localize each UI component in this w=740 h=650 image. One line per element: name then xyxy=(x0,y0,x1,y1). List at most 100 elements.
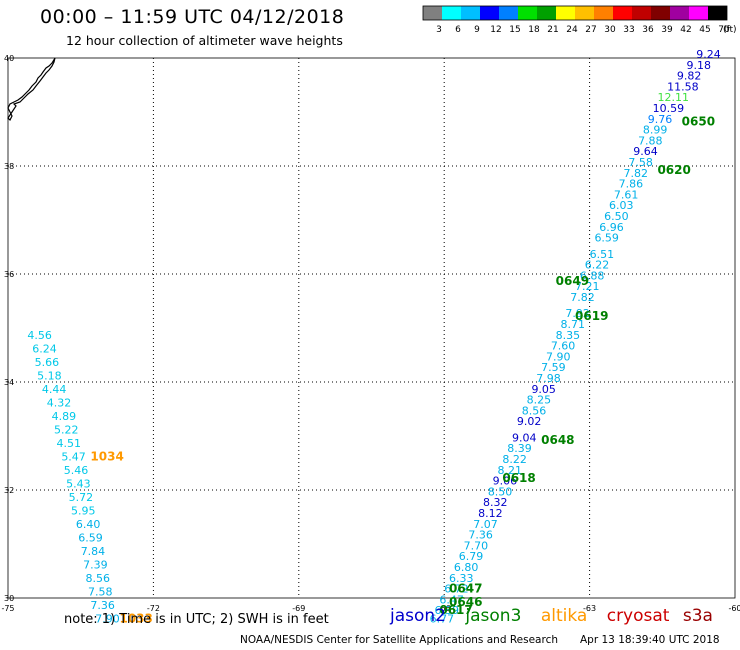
pass-time-label: 1034 xyxy=(90,449,123,463)
colorbar-swatch xyxy=(689,6,708,20)
colorbar-label: 24 xyxy=(566,25,578,35)
wave-height-label: 6.22 xyxy=(585,259,610,272)
coastline-shape xyxy=(7,57,56,122)
wave-height-label: 10.59 xyxy=(653,102,685,115)
colorbar-label: 70 xyxy=(718,25,730,35)
wave-height-label: 9.02 xyxy=(517,415,542,428)
wave-height-label: 7.59 xyxy=(541,361,566,374)
colorbar-label: 12 xyxy=(490,25,501,35)
wave-height-label: 8.99 xyxy=(643,124,668,137)
wave-height-label: 5.66 xyxy=(35,356,60,369)
wave-height-label: 9.05 xyxy=(531,383,556,396)
wave-height-label: 6.88 xyxy=(580,269,605,282)
wave-height-label: 6.59 xyxy=(78,531,103,544)
wave-height-labels: 4.566.245.665.184.444.324.895.224.515.47… xyxy=(27,48,720,625)
colorbar-swatch xyxy=(670,6,689,20)
colorbar-swatch xyxy=(594,6,613,20)
page-subtitle: 12 hour collection of altimeter wave hei… xyxy=(66,33,343,48)
colorbar-label: 30 xyxy=(604,25,616,35)
colorbar-label: 42 xyxy=(680,25,691,35)
lon-tick-label: -63 xyxy=(583,604,596,613)
colorbar-label: 39 xyxy=(661,25,673,35)
wave-height-label: 5.46 xyxy=(64,464,88,477)
wave-height-label: 7.70 xyxy=(464,539,489,552)
colorbar-swatch xyxy=(442,6,461,20)
wave-height-label: 8.32 xyxy=(483,496,508,509)
wave-height-label: 7.88 xyxy=(638,134,663,147)
wave-height-label: 6.03 xyxy=(609,199,634,212)
satellite-legend: jason2 jason3 altika cryosat s3a xyxy=(390,606,713,626)
wave-height-label: 8.71 xyxy=(561,318,586,331)
wave-height-label: 7.90 xyxy=(95,612,120,625)
colorbar-swatch xyxy=(708,6,727,20)
wave-height-label: 7.36 xyxy=(468,529,493,542)
satellite-cryosat: cryosat xyxy=(606,606,670,626)
colorbar-swatch xyxy=(632,6,651,20)
wave-height-label: 4.51 xyxy=(56,437,81,450)
satellite-s3a: s3a xyxy=(682,606,713,626)
pass-time-label: 0650 xyxy=(682,115,715,129)
wave-height-label: 7.82 xyxy=(624,167,649,180)
wave-height-label: 9.04 xyxy=(512,431,537,444)
colorbar-swatch xyxy=(651,6,670,20)
wave-height-label: 7.36 xyxy=(90,599,115,612)
wave-height-label: 5.95 xyxy=(71,504,96,517)
wave-height-label: 4.89 xyxy=(52,410,76,423)
wave-height-label: 8.35 xyxy=(556,329,581,342)
wave-height-label: 7.86 xyxy=(619,178,644,191)
wave-height-label: 5.72 xyxy=(69,491,94,504)
wave-height-label: 8.56 xyxy=(86,572,111,585)
credit-line: NOAA/NESDIS Center for Satellite Applica… xyxy=(240,634,558,646)
pass-time-label: 0619 xyxy=(575,309,608,323)
wave-height-label: 8.39 xyxy=(507,442,532,455)
colorbar-frame xyxy=(422,5,728,21)
wave-height-label: 8.25 xyxy=(527,394,552,407)
footer-note: note: 1) Time is in UTC; 2) SWH is in fe… xyxy=(64,612,329,627)
wave-height-label: 7.84 xyxy=(81,545,106,558)
lat-tick-label: 38 xyxy=(4,162,14,171)
wave-height-label: 6.40 xyxy=(76,518,101,531)
lat-tick-label: 36 xyxy=(4,270,14,279)
colorbar-label: 33 xyxy=(623,25,634,35)
wave-height-label: 6.51 xyxy=(590,248,615,261)
colorbar-label: 9 xyxy=(474,25,480,35)
wave-height-label: 7.61 xyxy=(614,188,639,201)
wave-height-label: 9.64 xyxy=(633,145,658,158)
axis-ticks: -75 -72 -69 -66 -63 -60 40 38 36 34 32 30 xyxy=(1,54,740,613)
wave-height-label: 7.60 xyxy=(551,340,576,353)
pass-time-label: 0647 xyxy=(449,582,482,596)
wave-height-label: 6.72 xyxy=(444,583,469,596)
wave-height-label: 9.18 xyxy=(687,59,712,72)
lon-tick-label: -75 xyxy=(1,604,14,613)
colorbar-label: 6 xyxy=(455,25,461,35)
pass-time-label: 0648 xyxy=(541,433,574,447)
wave-height-label: 7.21 xyxy=(575,280,600,293)
wave-height-label: 5.18 xyxy=(37,369,62,382)
satellite-jason2: jason2 xyxy=(390,606,446,626)
lon-tick-label: -69 xyxy=(292,604,305,613)
wave-height-label: 4.56 xyxy=(27,329,51,342)
lat-tick-label: 34 xyxy=(4,378,14,387)
wave-height-label: 8.12 xyxy=(478,507,503,520)
wave-height-label: 7.58 xyxy=(628,156,653,169)
timestamp: Apr 13 18:39:40 UTC 2018 xyxy=(580,634,720,646)
colorbar-swatch xyxy=(556,6,575,20)
pass-time-label: 1033 xyxy=(119,611,152,625)
pass-time-label: 0618 xyxy=(502,471,535,485)
colorbar-label: 36 xyxy=(642,25,654,35)
pass-time-labels: 1034 1033 0650 0620 0649 0619 0648 0618 06470646… xyxy=(90,115,715,626)
colorbar-swatch xyxy=(575,6,594,20)
wave-height-label: 6.33 xyxy=(449,572,474,585)
wave-height-label: 6.77 xyxy=(430,612,455,625)
pass-time-label: 0646 xyxy=(449,595,482,609)
pass-time-label: 0620 xyxy=(657,163,690,177)
color-scale-legend: 3 6 9 12 15 18 21 24 27 30 33 36 39 42 45 70(ft) xyxy=(422,5,737,35)
colorbar-label: 27 xyxy=(585,25,596,35)
lat-tick-label: 32 xyxy=(4,486,14,495)
satellite-jason3: jason3 xyxy=(465,606,522,626)
wave-height-label: 5.43 xyxy=(66,477,91,490)
page-title: 00:00 – 11:59 UTC 04/12/2018 xyxy=(40,6,345,28)
wave-height-label: 4.44 xyxy=(42,383,67,396)
colorbar-label: 15 xyxy=(509,25,520,35)
